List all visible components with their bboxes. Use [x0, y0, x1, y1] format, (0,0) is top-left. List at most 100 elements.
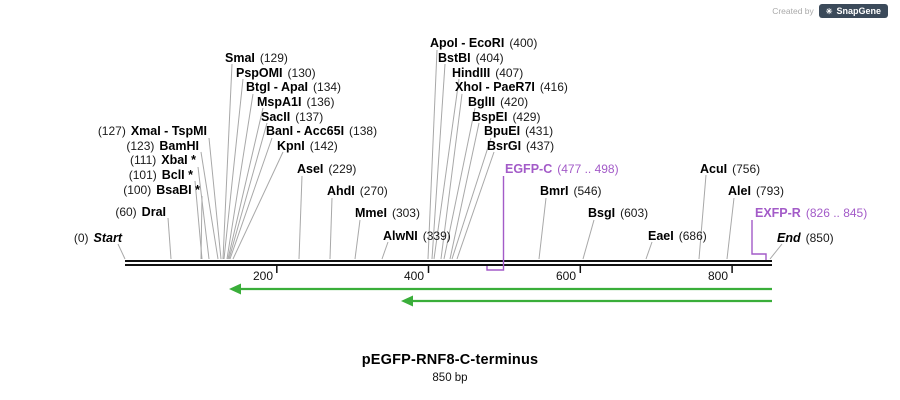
site-label-bglii[interactable]: BglII (420) [468, 95, 528, 109]
site-label-bsabi[interactable]: (100) BsaBI * [123, 183, 200, 197]
primer-range: (826 .. 845) [805, 206, 868, 220]
site-name: BpuEI [484, 124, 521, 138]
site-position: (603) [620, 206, 649, 220]
sequence-line [125, 260, 772, 266]
site-name: XbaI * [161, 153, 196, 167]
ruler-ticks [276, 266, 733, 273]
site-position: (793) [755, 184, 784, 198]
site-position: (138) [349, 124, 378, 138]
site-label-alwni[interactable]: AlwNI (339) [383, 229, 451, 243]
site-name: BsgI [588, 206, 616, 220]
site-position: (136) [306, 95, 335, 109]
site-label-bmri[interactable]: BmrI (546) [540, 184, 602, 198]
snapgene-logo-icon: ✳ [825, 6, 833, 16]
site-position: (437) [526, 139, 555, 153]
site-name: BtgI - ApaI [246, 80, 309, 94]
site-name: AhdI [327, 184, 355, 198]
site-label-mspa1i[interactable]: MspA1I (136) [257, 95, 334, 109]
site-position: (400) [509, 36, 538, 50]
site-position: (100) [123, 183, 152, 197]
site-position: (416) [539, 80, 568, 94]
site-label-btgi-apai[interactable]: BtgI - ApaI (134) [246, 80, 341, 94]
site-label-hindiii[interactable]: HindIII (407) [452, 66, 523, 80]
site-position: (429) [512, 110, 541, 124]
site-label-xmai-tspmi[interactable]: (127) XmaI - TspMI [98, 124, 207, 138]
site-name: ApoI - EcoRI [430, 36, 505, 50]
site-position: (101) [128, 168, 157, 182]
site-position: (60) [115, 205, 137, 219]
site-name: BsaBI * [156, 183, 200, 197]
site-label-mmei[interactable]: MmeI (303) [355, 206, 420, 220]
primer-label-egfp-c[interactable]: EGFP-C (477 .. 498) [505, 162, 619, 176]
primer-name: EXFP-R [755, 206, 801, 220]
site-position: (123) [126, 139, 155, 153]
snapgene-brand-text: SnapGene [836, 6, 881, 16]
primer-exfp-r-mark[interactable] [751, 220, 767, 260]
site-position: (129) [259, 51, 288, 65]
site-label-drai[interactable]: (60) DraI [115, 205, 166, 219]
site-name: KpnI [277, 139, 305, 153]
primer-name: EGFP-C [505, 162, 553, 176]
site-position: (407) [495, 66, 524, 80]
site-label-eaei[interactable]: EaeI (686) [648, 229, 707, 243]
site-label-sacii[interactable]: SacII (137) [261, 110, 323, 124]
site-name: PspOMI [236, 66, 283, 80]
site-position: (127) [97, 124, 126, 138]
start-label: (0) Start [74, 231, 122, 245]
site-position: (756) [732, 162, 761, 176]
site-label-bsgi[interactable]: BsgI (603) [588, 206, 648, 220]
site-label-asei[interactable]: AseI (229) [297, 162, 356, 176]
site-label-bcli[interactable]: (101) BclI * [129, 168, 193, 182]
site-label-xhoi-paer7i[interactable]: XhoI - PaeR7I (416) [455, 80, 568, 94]
site-position: (404) [475, 51, 504, 65]
snapgene-badge: ✳ SnapGene [818, 4, 888, 18]
site-name: BamHI [159, 139, 199, 153]
created-by-text: Created by [772, 6, 814, 16]
ruler-label-800: 800 [707, 269, 728, 283]
site-name: BmrI [540, 184, 569, 198]
site-label-bamhi[interactable]: (123) BamHI [126, 139, 199, 153]
end-label: End (850) [777, 231, 834, 245]
plasmid-length: 850 bp [432, 372, 468, 384]
site-name: DraI [141, 205, 166, 219]
site-label-ahdi[interactable]: AhdI (270) [327, 184, 388, 198]
site-name: BclI * [161, 168, 193, 182]
site-position: (339) [422, 229, 451, 243]
site-label-pspomi[interactable]: PspOMI (130) [236, 66, 316, 80]
snapgene-watermark: Created by ✳ SnapGene [772, 4, 888, 18]
feature-arrow-2[interactable] [401, 295, 772, 307]
site-name: BglII [468, 95, 496, 109]
site-position: (229) [328, 162, 357, 176]
site-position: (303) [391, 206, 420, 220]
site-label-kpni[interactable]: KpnI (142) [277, 139, 338, 153]
site-name: AcuI [700, 162, 728, 176]
site-name: AlwNI [383, 229, 418, 243]
primer-range: (477 .. 498) [557, 162, 619, 176]
site-label-xbai[interactable]: (111) XbaI * [130, 153, 196, 167]
site-name: BspEI [472, 110, 508, 124]
primer-egfp-c-mark[interactable] [486, 176, 505, 271]
site-name: HindIII [452, 66, 491, 80]
site-label-bstbi[interactable]: BstBI (404) [438, 51, 504, 65]
site-label-smai[interactable]: SmaI (129) [225, 51, 288, 65]
ruler-label-400: 400 [403, 269, 424, 283]
site-label-apoi-ecori[interactable]: ApoI - EcoRI (400) [430, 36, 537, 50]
site-name: MspA1I [257, 95, 302, 109]
primer-label-exfp-r[interactable]: EXFP-R (826 .. 845) [755, 206, 867, 220]
site-label-alei[interactable]: AleI (793) [728, 184, 784, 198]
site-label-acui[interactable]: AcuI (756) [700, 162, 760, 176]
site-label-bspei[interactable]: BspEI (429) [472, 110, 540, 124]
site-name: AleI [728, 184, 751, 198]
site-label-bani-acc65i[interactable]: BanI - Acc65I (138) [266, 124, 377, 138]
plasmid-title: pEGFP-RNF8-C-terminus [361, 352, 539, 368]
site-position: (142) [309, 139, 338, 153]
site-label-bpuei[interactable]: BpuEI (431) [484, 124, 553, 138]
ruler-label-600: 600 [555, 269, 576, 283]
end-text: End [777, 231, 801, 245]
site-label-bsrgi[interactable]: BsrGI (437) [487, 139, 554, 153]
site-name: AseI [297, 162, 324, 176]
site-name: SmaI [225, 51, 255, 65]
feature-arrow-1[interactable] [229, 283, 772, 295]
